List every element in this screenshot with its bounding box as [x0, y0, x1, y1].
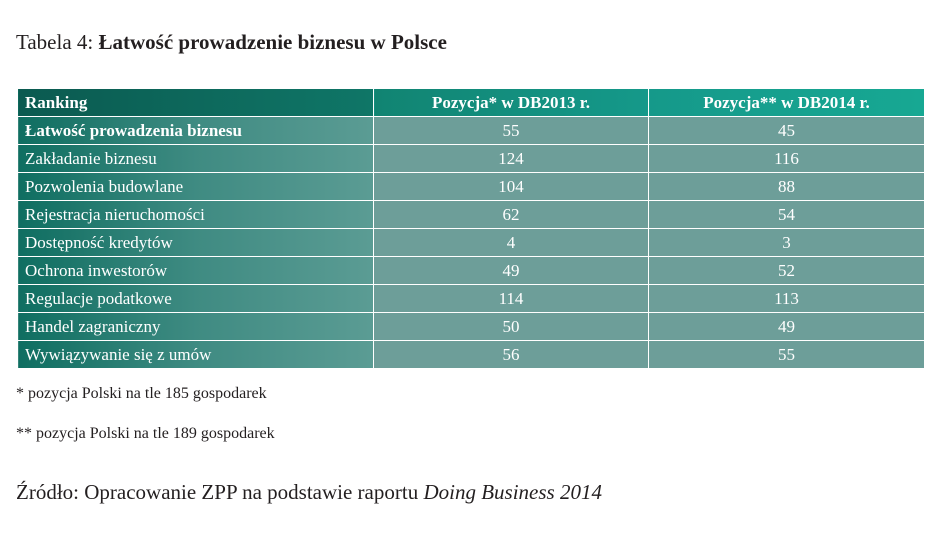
row-value-db2013: 56: [373, 340, 649, 369]
row-label: Dostępność kredytów: [17, 228, 374, 257]
ranking-table: Ranking Pozycja* w DB2013 r. Pozycja** w…: [17, 88, 925, 369]
table-row: Handel zagraniczny 50 49: [17, 312, 925, 341]
row-value-db2014: 54: [648, 200, 925, 229]
row-value-db2013: 114: [373, 284, 649, 313]
row-value-db2013: 104: [373, 172, 649, 201]
table-title: Tabela 4: Łatwość prowadzenie biznesu w …: [16, 28, 447, 56]
table-header-row: Ranking Pozycja* w DB2013 r. Pozycja** w…: [17, 88, 925, 117]
row-value-db2014: 3: [648, 228, 925, 257]
column-header-ranking: Ranking: [17, 88, 374, 117]
column-header-db2014: Pozycja** w DB2014 r.: [648, 88, 925, 117]
table-title-main: Łatwość prowadzenie biznesu w Polsce: [98, 30, 447, 54]
row-label: Ochrona inwestorów: [17, 256, 374, 285]
row-label: Rejestracja nieruchomości: [17, 200, 374, 229]
column-header-db2013: Pozycja* w DB2013 r.: [373, 88, 649, 117]
row-value-db2014: 113: [648, 284, 925, 313]
row-label: Wywiązywanie się z umów: [17, 340, 374, 369]
row-value-db2014: 49: [648, 312, 925, 341]
row-label: Zakładanie biznesu: [17, 144, 374, 173]
footnote-db2014: ** pozycja Polski na tle 189 gospodarek: [16, 425, 275, 442]
row-value-db2013: 49: [373, 256, 649, 285]
row-label: Pozwolenia budowlane: [17, 172, 374, 201]
table-row: Ochrona inwestorów 49 52: [17, 256, 925, 285]
table-row: Pozwolenia budowlane 104 88: [17, 172, 925, 201]
table-row: Dostępność kredytów 4 3: [17, 228, 925, 257]
row-value-db2014: 45: [648, 116, 925, 145]
table-row: Wywiązywanie się z umów 56 55: [17, 340, 925, 369]
source-report-title: Doing Business 2014: [423, 480, 602, 504]
row-value-db2014: 55: [648, 340, 925, 369]
row-value-db2013: 62: [373, 200, 649, 229]
table-row: Łatwość prowadzenia biznesu 55 45: [17, 116, 925, 145]
row-label: Handel zagraniczny: [17, 312, 374, 341]
row-value-db2014: 88: [648, 172, 925, 201]
row-value-db2013: 4: [373, 228, 649, 257]
table-row: Rejestracja nieruchomości 62 54: [17, 200, 925, 229]
row-label: Regulacje podatkowe: [17, 284, 374, 313]
source-text: Źródło: Opracowanie ZPP na podstawie rap…: [16, 480, 424, 504]
source-line: Źródło: Opracowanie ZPP na podstawie rap…: [16, 478, 602, 506]
table-row: Regulacje podatkowe 114 113: [17, 284, 925, 313]
row-value-db2014: 52: [648, 256, 925, 285]
row-value-db2013: 50: [373, 312, 649, 341]
footnote-db2013: * pozycja Polski na tle 185 gospodarek: [16, 385, 267, 402]
table-row: Zakładanie biznesu 124 116: [17, 144, 925, 173]
row-value-db2013: 55: [373, 116, 649, 145]
table-title-prefix: Tabela 4:: [16, 30, 99, 54]
row-value-db2014: 116: [648, 144, 925, 173]
row-label: Łatwość prowadzenia biznesu: [17, 116, 374, 145]
row-value-db2013: 124: [373, 144, 649, 173]
